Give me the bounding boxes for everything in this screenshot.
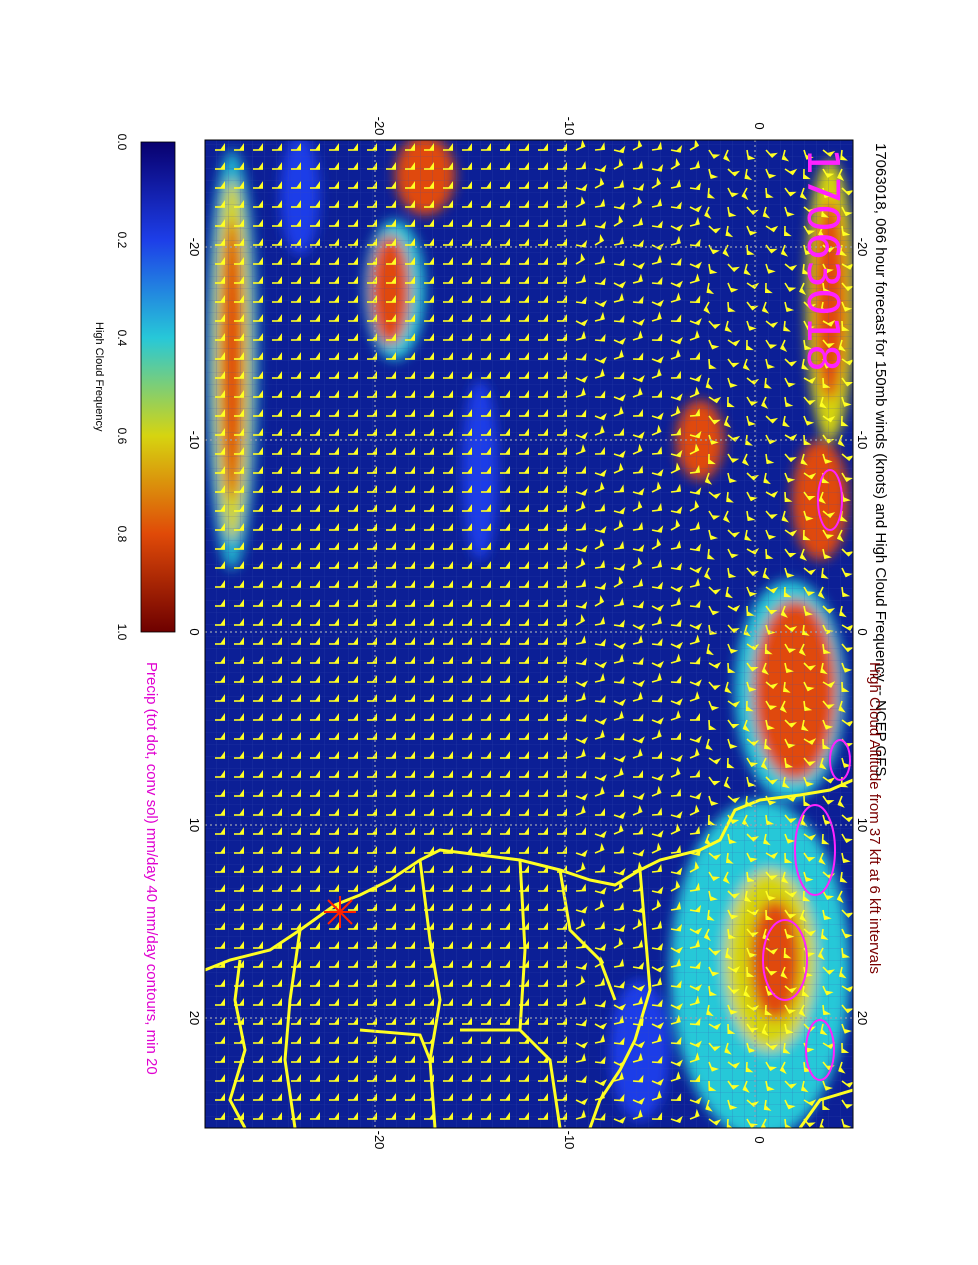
lon-tick: 20 <box>855 1011 870 1025</box>
colorbar-tick: 0.0 <box>115 134 129 151</box>
precip-contours <box>762 469 851 1081</box>
colorbar-gradient <box>140 141 176 633</box>
lat-axis-bottom: -20 -10 0 <box>372 1131 767 1150</box>
map-panel <box>204 139 854 1129</box>
coastline <box>205 778 853 1128</box>
lon-tick: -10 <box>855 431 870 450</box>
lon-tick: -20 <box>855 238 870 257</box>
colorbar-tick: 1.0 <box>115 624 129 641</box>
colorbar: 0.0 0.2 0.4 0.6 0.8 1.0 High Cloud Frequency <box>93 134 176 641</box>
lat-tick: -10 <box>562 1131 577 1150</box>
lat-tick: -20 <box>372 117 387 136</box>
colorbar-tick: 0.4 <box>115 330 129 347</box>
colorbar-tick: 0.2 <box>115 232 129 249</box>
location-marker <box>324 896 356 928</box>
lon-tick: 0 <box>855 628 870 635</box>
lon-axis-left: -20 -10 0 10 20 <box>187 238 202 1026</box>
colorbar-tick: 0.6 <box>115 428 129 445</box>
graticule <box>205 140 853 1128</box>
caption-cloud-altitude: High Cloud Altitude from 37 kft at 6 kft… <box>866 662 883 974</box>
colorbar-title: High Cloud Frequency <box>93 322 105 432</box>
lon-tick: 0 <box>187 628 202 635</box>
lon-tick: -10 <box>187 431 202 450</box>
colorbar-tick: 0.8 <box>115 526 129 543</box>
lat-tick: 0 <box>752 1136 767 1143</box>
lat-tick: -20 <box>372 1131 387 1150</box>
map-title: 17063018, 066 hour forecast for 150mb wi… <box>872 143 889 776</box>
caption-precip: Precip (tot dot, conv sol) mm/day 40 mm/… <box>143 662 160 1075</box>
lon-tick: 20 <box>187 1011 202 1025</box>
lon-tick: 10 <box>855 818 870 832</box>
lon-tick: -20 <box>187 238 202 257</box>
lon-tick: 10 <box>187 818 202 832</box>
lon-axis-right: -20 -10 0 10 20 <box>855 238 870 1026</box>
lat-axis-top: -20 -10 0 <box>372 117 767 136</box>
map-frame <box>204 139 854 1129</box>
date-stamp: 17063018 <box>797 148 848 372</box>
lat-tick: -10 <box>562 117 577 136</box>
lat-tick: 0 <box>752 122 767 129</box>
